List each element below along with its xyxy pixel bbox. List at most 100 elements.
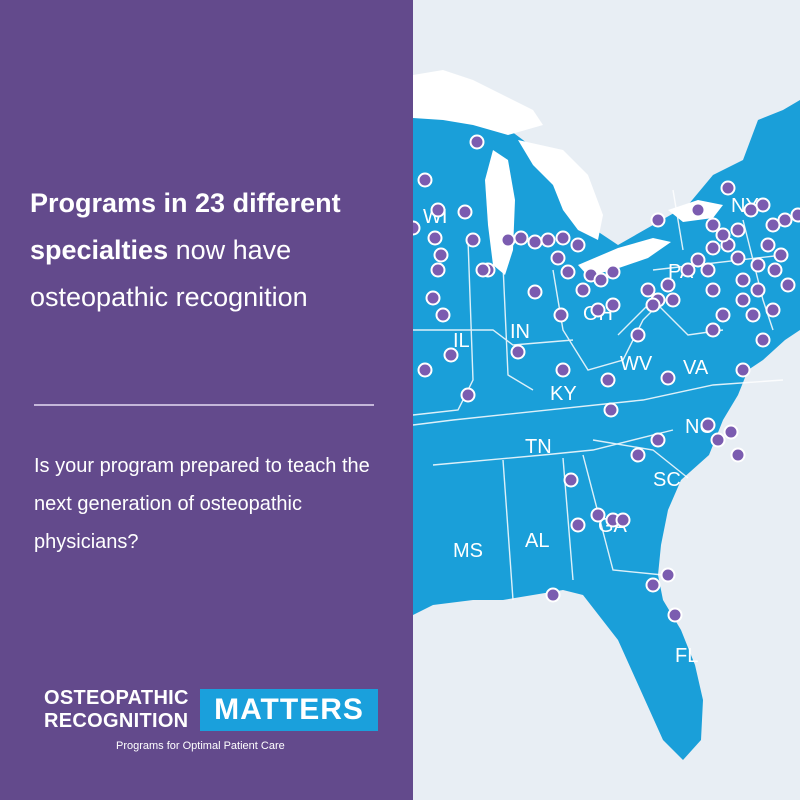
program-marker: [660, 567, 676, 583]
program-marker: [513, 230, 529, 246]
program-marker: [710, 432, 726, 448]
state-label-ky: KY: [550, 383, 577, 405]
logo-line-osteopathic: OSTEOPATHIC: [44, 687, 189, 709]
program-marker: [563, 472, 579, 488]
state-label-va: VA: [683, 357, 709, 379]
program-marker: [603, 402, 619, 418]
program-marker: [433, 247, 449, 263]
headline-bold: Programs in 23 different specialties: [30, 188, 341, 265]
program-marker: [720, 180, 736, 196]
headline: Programs in 23 different specialties now…: [30, 180, 400, 321]
program-marker: [735, 292, 751, 308]
program-marker: [460, 387, 476, 403]
program-marker: [690, 202, 706, 218]
map-panel: WI IL IN KY WV VA TN NC SC MS AL GA FL P…: [413, 0, 800, 800]
program-marker: [600, 372, 616, 388]
us-map: WI IL IN KY WV VA TN NC SC MS AL GA FL P…: [413, 70, 800, 760]
lake-huron: [518, 140, 603, 240]
headline-rest: now have osteopathic recognition: [30, 235, 308, 312]
program-marker: [660, 370, 676, 386]
program-marker: [705, 240, 721, 256]
program-marker: [593, 272, 609, 288]
program-marker: [755, 332, 771, 348]
program-marker: [527, 234, 543, 250]
logo-line-recognition: RECOGNITION: [44, 710, 189, 732]
program-marker: [475, 262, 491, 278]
program-marker: [773, 247, 789, 263]
program-marker: [550, 250, 566, 266]
state-label-wv: WV: [620, 353, 653, 375]
program-marker: [510, 344, 526, 360]
program-marker: [527, 284, 543, 300]
logo-tagline: Programs for Optimal Patient Care: [116, 740, 285, 752]
program-marker: [413, 220, 421, 236]
state-label-fl: FL: [675, 645, 698, 667]
program-marker: [750, 282, 766, 298]
lake-erie: [578, 238, 671, 276]
program-marker: [730, 222, 746, 238]
lake-superior: [413, 70, 543, 135]
program-marker: [750, 257, 766, 273]
program-marker: [640, 282, 656, 298]
state-label-al: AL: [525, 530, 549, 552]
program-marker: [435, 307, 451, 323]
program-marker: [555, 362, 571, 378]
program-marker: [590, 507, 606, 523]
program-marker: [650, 432, 666, 448]
program-marker: [605, 264, 621, 280]
program-marker: [417, 362, 433, 378]
program-marker: [715, 307, 731, 323]
state-label-ms: MS: [453, 540, 483, 562]
program-marker: [560, 264, 576, 280]
program-marker: [575, 282, 591, 298]
program-marker: [645, 577, 661, 593]
program-marker: [555, 230, 571, 246]
question-text: Is your program prepared to teach the ne…: [34, 455, 370, 553]
program-marker: [465, 232, 481, 248]
program-marker: [665, 292, 681, 308]
state-label-sc: SC: [653, 469, 681, 491]
program-marker: [755, 197, 771, 213]
program-marker: [790, 207, 800, 223]
program-marker: [645, 297, 661, 313]
logo: OSTEOPATHIC RECOGNITION MATTERS Programs…: [44, 685, 384, 765]
program-marker: [425, 290, 441, 306]
program-marker: [777, 212, 793, 228]
program-marker: [680, 262, 696, 278]
program-marker: [443, 347, 459, 363]
program-marker: [705, 282, 721, 298]
program-marker: [730, 250, 746, 266]
program-marker: [469, 134, 485, 150]
program-marker: [430, 262, 446, 278]
program-marker: [650, 212, 666, 228]
program-marker: [430, 202, 446, 218]
text-panel: Programs in 23 different specialties now…: [0, 0, 413, 800]
program-marker: [715, 227, 731, 243]
state-label-in: IN: [510, 321, 530, 343]
program-marker: [730, 447, 746, 463]
state-label-il: IL: [453, 330, 470, 352]
land-mass: [413, 92, 800, 760]
program-marker: [553, 307, 569, 323]
program-marker: [765, 302, 781, 318]
program-marker: [723, 424, 739, 440]
program-marker: [630, 327, 646, 343]
program-marker: [570, 237, 586, 253]
logo-matters-box: MATTERS: [200, 689, 378, 731]
program-marker: [427, 230, 443, 246]
program-marker: [700, 417, 716, 433]
program-marker: [760, 237, 776, 253]
program-marker: [705, 217, 721, 233]
program-marker: [570, 517, 586, 533]
program-marker: [735, 272, 751, 288]
program-marker: [700, 262, 716, 278]
program-marker: [780, 277, 796, 293]
program-marker: [590, 302, 606, 318]
program-markers: [413, 134, 800, 623]
program-marker: [667, 607, 683, 623]
program-marker: [605, 297, 621, 313]
program-marker: [630, 447, 646, 463]
program-marker: [705, 322, 721, 338]
program-marker: [545, 587, 561, 603]
